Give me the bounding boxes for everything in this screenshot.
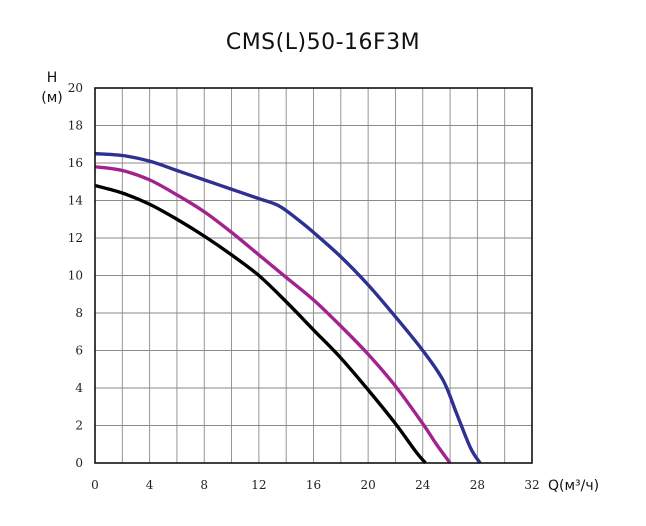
x-tick-label: 24 xyxy=(415,478,431,492)
x-tick-label: 0 xyxy=(91,478,99,492)
y-tick-label: 4 xyxy=(75,381,83,395)
grid xyxy=(95,88,532,463)
x-tick-label: 16 xyxy=(306,478,321,492)
x-tick-labels: 0 4 8 12 16 20 24 28 32 xyxy=(91,478,539,492)
chart-title: CMS(L)50-16F3M xyxy=(225,30,421,55)
series-group xyxy=(94,151,482,465)
y-axis-label: H xyxy=(47,70,58,86)
y-tick-label: 18 xyxy=(68,119,83,133)
y-tick-label: 12 xyxy=(68,231,83,245)
plot-frame xyxy=(94,87,533,464)
y-tick-label: 2 xyxy=(75,419,83,433)
y-tick-label: 10 xyxy=(68,269,83,283)
x-tick-label: 12 xyxy=(251,478,266,492)
series-line-3 xyxy=(94,183,427,465)
y-tick-label: 16 xyxy=(68,156,83,170)
y-axis-unit-label: (м) xyxy=(41,90,63,106)
y-tick-label: 8 xyxy=(75,306,83,320)
y-tick-label: 20 xyxy=(68,81,83,95)
y-tick-label: 14 xyxy=(68,194,84,208)
x-axis-label: Q(м³/ч) xyxy=(548,478,599,494)
x-tick-label: 8 xyxy=(200,478,208,492)
x-tick-label: 28 xyxy=(470,478,485,492)
x-tick-label: 20 xyxy=(360,478,375,492)
y-tick-labels: 0 2 4 6 8 10 12 14 16 18 20 xyxy=(68,81,84,470)
y-tick-label: 0 xyxy=(75,456,83,470)
x-tick-label: 32 xyxy=(524,478,539,492)
series-line-1 xyxy=(94,151,482,464)
series-line-2 xyxy=(94,165,452,465)
y-tick-label: 6 xyxy=(75,344,83,358)
x-tick-label: 4 xyxy=(146,478,154,492)
